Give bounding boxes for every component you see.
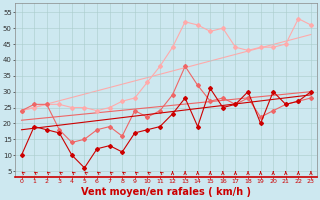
X-axis label: Vent moyen/en rafales ( km/h ): Vent moyen/en rafales ( km/h ) xyxy=(81,187,251,197)
